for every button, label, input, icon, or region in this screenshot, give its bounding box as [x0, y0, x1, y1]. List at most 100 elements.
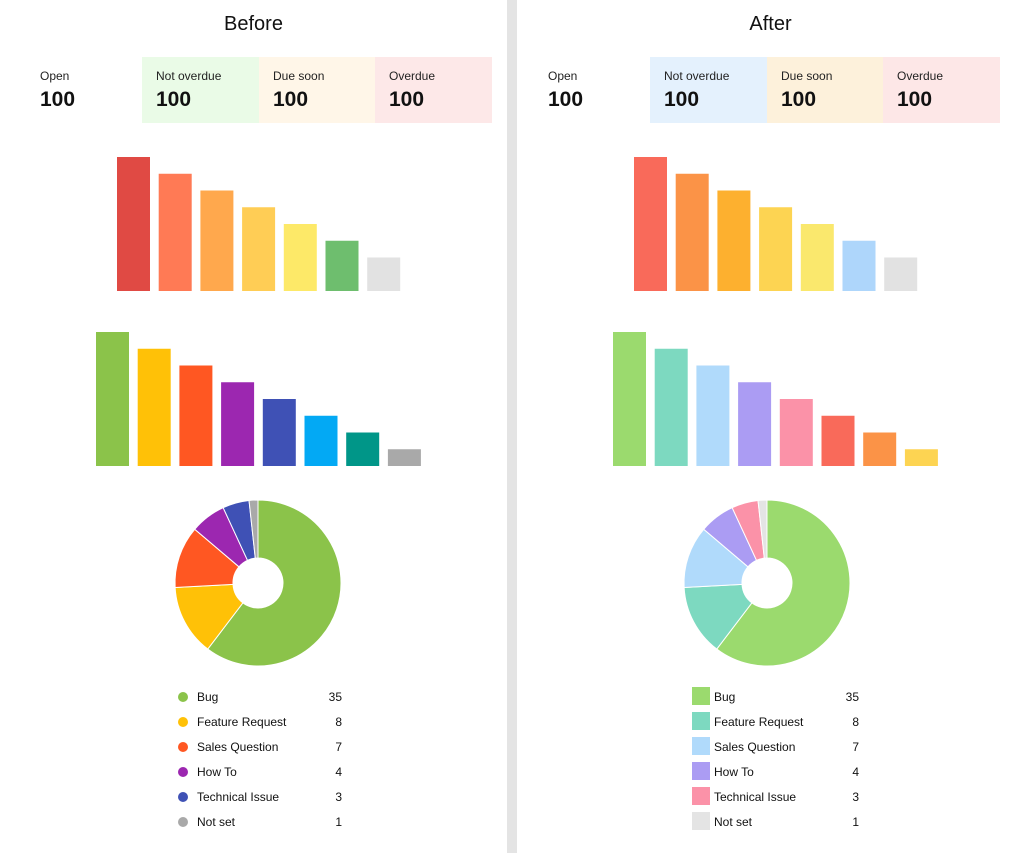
pie-slice-not-set: [248, 499, 259, 559]
legend-label: Technical Issue: [197, 790, 280, 804]
pie-slice-not-set: [757, 499, 768, 559]
bar-2: [675, 173, 709, 291]
bar-2: [137, 348, 171, 466]
bar-5: [283, 224, 317, 291]
stat-overdue: Overdue 100: [375, 57, 492, 123]
bar-4: [242, 207, 276, 291]
legend-count: 3: [335, 790, 342, 804]
bar-2: [654, 348, 688, 466]
legend-count: 4: [852, 765, 859, 779]
legend-item: Sales Question 7: [178, 738, 348, 763]
panel-before: Before Open 100 Not overdue 100 Due soon…: [0, 0, 507, 853]
bar-1: [634, 157, 667, 291]
legend-swatch: [178, 692, 188, 702]
legend-count: 1: [852, 815, 859, 829]
legend-count: 4: [335, 765, 342, 779]
bar-7: [884, 257, 918, 291]
stat-value: 100: [548, 88, 584, 111]
legend-item: Feature Request 8: [692, 712, 865, 738]
legend-label: Not set: [197, 815, 236, 829]
bar-8: [904, 449, 938, 466]
category-bar-chart: [96, 332, 421, 466]
legend-item: Not set 1: [692, 812, 865, 838]
bar-7: [346, 432, 380, 466]
category-bar-chart: [613, 332, 938, 466]
bar-1: [613, 332, 646, 466]
legend-item: How To 4: [692, 762, 865, 788]
legend-swatch: [178, 742, 188, 752]
legend-item: Bug 35: [178, 688, 348, 713]
legend-item: How To 4: [178, 763, 348, 788]
stat-overdue: Overdue 100: [883, 57, 1000, 123]
legend-label: Technical Issue: [714, 790, 797, 804]
stat-label: Not overdue: [664, 69, 730, 83]
legend-label: Feature Request: [197, 715, 287, 729]
bar-6: [821, 415, 855, 466]
stat-label: Overdue: [389, 69, 436, 83]
legend-item: Sales Question 7: [692, 737, 865, 763]
bar-8: [387, 449, 421, 466]
legend-count: 7: [335, 740, 342, 754]
bar-6: [304, 415, 338, 466]
stat-label: Open: [40, 69, 70, 83]
stat-value: 100: [156, 88, 192, 111]
legend-label: Bug: [197, 690, 219, 704]
stat-label: Overdue: [897, 69, 944, 83]
priority-bar-chart: [117, 157, 401, 291]
legend: Bug 35 Feature Request 8 Sales Question 7 How …: [178, 688, 348, 838]
legend-swatch: [692, 812, 710, 830]
bar-1: [96, 332, 129, 466]
stat-label: Open: [548, 69, 578, 83]
panel-after: After Open 100 Not overdue 100 Due soon …: [517, 0, 1024, 853]
bar-7: [863, 432, 897, 466]
stat-due-soon: Due soon 100: [767, 57, 884, 123]
legend-item: Technical Issue 3: [178, 788, 348, 813]
legend-count: 3: [852, 790, 859, 804]
category-donut-chart: [174, 499, 342, 667]
legend-label: How To: [714, 765, 754, 779]
legend-swatch: [178, 717, 188, 727]
bar-3: [179, 365, 213, 466]
legend-item: Not set 1: [178, 813, 348, 838]
stat-not-overdue: Not overdue 100: [650, 57, 767, 123]
bar-5: [262, 399, 296, 466]
stat-open: Open 100: [26, 57, 143, 123]
priority-bar-chart: [634, 157, 918, 291]
legend-label: Sales Question: [197, 740, 279, 754]
legend-item: Bug 35: [692, 687, 865, 713]
legend: Bug 35 Feature Request 8 Sales Question 7 How …: [692, 687, 865, 838]
legend-swatch: [178, 817, 188, 827]
legend-swatch: [692, 687, 710, 705]
legend-swatch: [692, 762, 710, 780]
stat-label: Due soon: [781, 69, 833, 83]
legend-label: How To: [197, 765, 237, 779]
legend-item: Technical Issue 3: [692, 787, 865, 813]
stat-value: 100: [273, 88, 309, 111]
legend-swatch: [692, 712, 710, 730]
bar-7: [367, 257, 401, 291]
legend-swatch: [692, 787, 710, 805]
legend-swatch: [692, 737, 710, 755]
bar-4: [221, 382, 255, 466]
bar-4: [738, 382, 772, 466]
panel-title: After: [749, 13, 792, 35]
stat-value: 100: [664, 88, 700, 111]
legend-count: 35: [845, 690, 859, 704]
legend-count: 7: [852, 740, 859, 754]
bar-6: [325, 240, 359, 291]
stat-value: 100: [781, 88, 817, 111]
category-donut-chart: [683, 499, 851, 667]
bar-3: [717, 190, 751, 291]
stat-due-soon: Due soon 100: [259, 57, 376, 123]
bar-1: [117, 157, 150, 291]
stat-value: 100: [897, 88, 933, 111]
legend-count: 8: [852, 715, 859, 729]
legend-label: Not set: [714, 815, 753, 829]
bar-6: [842, 240, 876, 291]
legend-swatch: [178, 792, 188, 802]
panel-title: Before: [224, 13, 283, 35]
bar-3: [696, 365, 730, 466]
stat-open: Open 100: [534, 57, 651, 123]
legend-label: Bug: [714, 690, 736, 704]
stat-value: 100: [40, 88, 76, 111]
